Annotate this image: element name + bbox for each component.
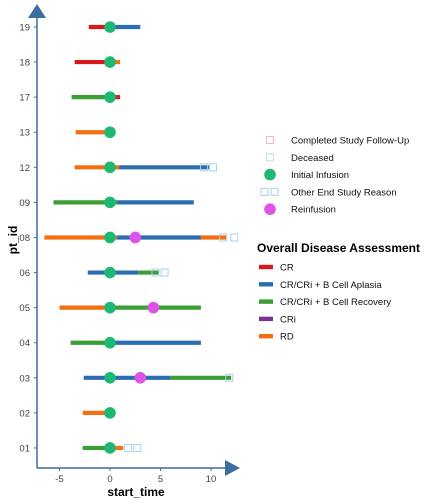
initial-infusion-04: [104, 336, 116, 349]
end-marker-01: [133, 443, 142, 452]
legend-label-completed-study-follow-up: Completed Study Follow-Up: [291, 136, 409, 147]
legend-label-initial-infusion: Initial Infusion: [291, 170, 349, 181]
legend-swatch-cr: [259, 264, 273, 270]
legend-swatch-cri: [259, 316, 273, 322]
legend-deceased-icon: [266, 153, 274, 162]
legend-label-cr: CR: [280, 263, 294, 274]
end-marker-06: [160, 268, 169, 277]
legend-label-cr-cri-b-cell-recovery: CR/CRi + B Cell Recovery: [280, 297, 391, 308]
legend-label-cr-cri-b-cell-aplasia: CR/CRi + B Cell Aplasia: [280, 280, 382, 291]
y-tick-label-05: 05: [19, 303, 30, 314]
legend: Completed Study Follow-Up Deceased Initial…: [257, 136, 420, 343]
end-marker-03: [225, 373, 234, 382]
legend-other-end-study-reason-icon: [260, 187, 269, 196]
end-marker-08: [219, 233, 228, 242]
initial-infusion-08: [104, 231, 116, 244]
y-tick-label-08: 08: [19, 233, 30, 244]
legend-swatch-cr-cri-b-cell-aplasia: [259, 282, 273, 287]
legend-label-other-end-study-reason: Other End Study Reason: [291, 187, 397, 198]
y-tick-label-02: 02: [19, 408, 30, 419]
initial-infusion-17: [104, 91, 116, 103]
x-axis-arrow-icon: [225, 460, 240, 476]
initial-infusion-13: [104, 126, 116, 139]
x-tick-label: 5: [158, 474, 163, 485]
initial-infusion-09: [104, 196, 116, 209]
x-axis-title: start_time: [107, 485, 165, 499]
legend-swatch-cr-cri-b-cell-recovery: [259, 299, 273, 304]
end-marker-01: [124, 443, 133, 452]
legend-label-reinfusion: Reinfusion: [291, 205, 336, 216]
initial-infusion-02: [104, 407, 116, 419]
legend-title: Overall Disease Assessment: [257, 241, 420, 255]
reinfusion-05: [147, 301, 160, 314]
initial-infusion-06: [104, 266, 116, 279]
end-marker-06: [151, 268, 160, 277]
y-axis-arrow-icon: [28, 4, 46, 18]
reinfusion-08: [129, 231, 142, 244]
legend-swatch-rd: [259, 334, 273, 339]
legend-label-cri: CRi: [280, 314, 296, 325]
initial-infusion-01: [104, 442, 116, 454]
initial-infusion-03: [104, 372, 116, 384]
legend-label-deceased: Deceased: [291, 153, 334, 164]
y-tick-label-12: 12: [19, 163, 30, 174]
legend-other-end-study-reason-icon-2: [270, 187, 279, 196]
legend-initial-infusion-icon: [264, 168, 276, 181]
y-tick-label-17: 17: [19, 93, 30, 104]
y-tick-label-03: 03: [19, 373, 30, 384]
x-tick-label: 0: [107, 474, 112, 485]
y-tick-label-13: 13: [19, 128, 30, 139]
y-axis-title: pt_id: [6, 226, 20, 255]
y-tick-label-18: 18: [19, 58, 30, 69]
initial-infusion-19: [104, 21, 116, 33]
end-marker-12: [209, 163, 218, 172]
initial-infusion-12: [104, 161, 116, 174]
end-marker-08: [230, 233, 239, 242]
x-tick-label: -5: [55, 474, 63, 485]
legend-completed-study-follow-up-icon: [266, 136, 274, 144]
legend-reinfusion-icon: [264, 203, 276, 215]
x-tick-label: 10: [206, 474, 217, 485]
legend-label-rd: RD: [280, 332, 294, 343]
initial-infusion-18: [104, 56, 116, 68]
y-tick-label-06: 06: [19, 268, 30, 279]
end-marker-12: [199, 163, 208, 172]
initial-infusion-05: [104, 301, 116, 314]
y-tick-label-19: 19: [19, 23, 30, 34]
y-tick-label-04: 04: [19, 338, 30, 349]
y-tick-label-01: 01: [19, 443, 30, 454]
y-tick-label-09: 09: [19, 198, 30, 209]
reinfusion-03: [134, 372, 147, 384]
